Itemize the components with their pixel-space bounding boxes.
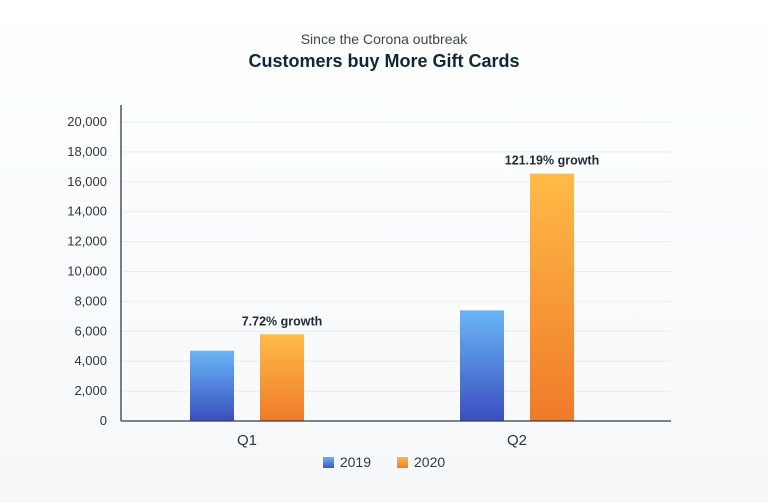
legend-label-2020: 2020	[414, 454, 446, 470]
growth-annotation-q1: 7.72% growth	[242, 314, 323, 328]
legend-item-2019[interactable]: 2019	[322, 454, 371, 470]
legend: 2019 2020	[0, 454, 768, 470]
chart-subtitle: Since the Corona outbreak	[300, 31, 468, 47]
y-tick-label: 4,000	[74, 353, 107, 368]
bar-q2-2020[interactable]	[530, 173, 574, 421]
bar-q1-2019[interactable]	[190, 350, 234, 421]
y-tick-label: 14,000	[67, 204, 107, 219]
y-tick-label: 10,000	[67, 264, 107, 279]
labels-layer: 0 2,000 4,000 6,000 8,000 10,000 12,000 14,000 1…	[67, 114, 599, 449]
y-tick-label: 20,000	[67, 114, 107, 129]
x-tick-label-q1: Q1	[237, 432, 257, 449]
growth-annotation-q2: 121.19% growth	[505, 154, 599, 168]
y-tick-label: 12,000	[67, 234, 107, 249]
legend-swatch-2020	[397, 456, 408, 468]
x-tick-label-q2: Q2	[507, 432, 527, 449]
legend-label-2019: 2019	[339, 454, 371, 470]
axis-layer	[120, 105, 671, 422]
y-tick-label: 6,000	[74, 323, 107, 338]
bars-layer	[190, 173, 574, 421]
y-tick-label: 0	[100, 413, 107, 428]
chart-title: Customers buy More Gift Cards	[248, 51, 520, 71]
y-tick-label: 2,000	[74, 383, 107, 398]
y-tick-label: 16,000	[67, 174, 107, 189]
legend-item-2020[interactable]: 2020	[397, 454, 445, 470]
y-tick-label: 8,000	[74, 293, 107, 308]
y-tick-label: 18,000	[67, 144, 107, 159]
legend-swatch-2019	[322, 456, 334, 468]
bar-q2-2019[interactable]	[460, 310, 504, 421]
bar-q1-2020[interactable]	[260, 334, 304, 421]
